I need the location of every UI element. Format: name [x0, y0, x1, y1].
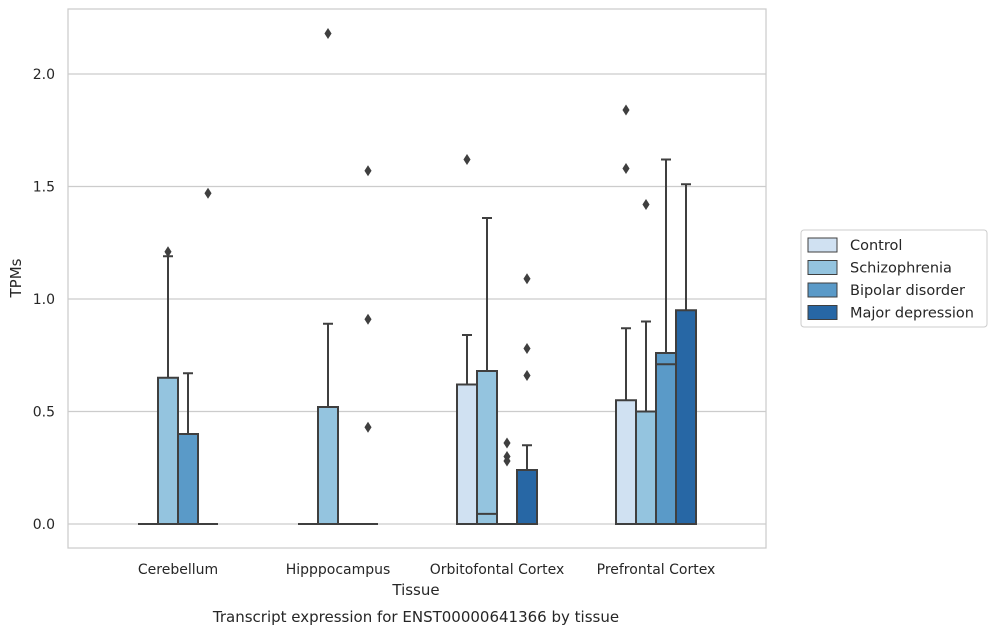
y-tick-label: 2.0	[33, 67, 55, 83]
outlier-point	[523, 273, 531, 285]
outlier-point	[324, 27, 332, 40]
legend-label: Schizophrenia	[850, 261, 952, 277]
box-group	[675, 183, 697, 525]
box	[675, 309, 697, 525]
box-group	[615, 104, 637, 525]
x-axis-label: Tissue	[391, 581, 439, 599]
legend-frame	[800, 229, 988, 328]
box	[476, 370, 498, 525]
x-tick-label: Cerebellum	[138, 562, 218, 578]
y-axis-label: TPMs	[7, 258, 25, 298]
box	[456, 383, 478, 525]
legend-label: Control	[850, 238, 902, 254]
data-layer	[138, 27, 697, 525]
y-tick-labels: 0.0 0.5 1.0 1.5 2.0	[33, 67, 55, 533]
box	[635, 410, 657, 525]
outlier-point	[523, 342, 531, 355]
outlier-point	[164, 246, 172, 258]
y-tick-label: 0.5	[33, 405, 55, 421]
outlier-point	[364, 421, 372, 433]
box	[177, 433, 199, 525]
outlier-point	[204, 187, 212, 199]
legend-swatch	[807, 260, 838, 275]
legend-label: Bipolar disorder	[850, 283, 965, 299]
outlier-point	[622, 162, 630, 175]
legend-swatch	[807, 237, 838, 253]
legend: Control Schizophrenia Bipolar disorder Majo…	[800, 229, 988, 328]
x-tick-label: Hipppocampus	[286, 562, 391, 578]
outlier-point	[642, 198, 650, 211]
box-group	[456, 153, 478, 525]
x-tick-label: Prefrontal Cortex	[597, 562, 716, 578]
box-group	[655, 158, 677, 525]
box	[157, 376, 179, 525]
x-tick-label: Orbitofontal Cortex	[430, 562, 565, 578]
legend-items: Control Schizophrenia Bipolar disorder Majo…	[807, 237, 974, 322]
box-group	[317, 27, 339, 525]
y-tick-label: 1.5	[33, 180, 55, 196]
y-tick-label: 1.0	[33, 292, 55, 308]
chart-title: Transcript expression for ENST0000064136…	[212, 608, 619, 626]
box	[317, 406, 339, 525]
outlier-point	[503, 437, 511, 449]
box-group	[516, 273, 538, 525]
box-group	[476, 217, 498, 525]
outlier-point	[503, 455, 511, 467]
outlier-point	[364, 165, 372, 177]
outlier-point	[364, 313, 372, 325]
box	[615, 399, 637, 525]
box-group	[198, 187, 218, 525]
legend-swatch	[807, 305, 838, 320]
box	[516, 469, 538, 525]
legend-label: Major depression	[850, 306, 974, 322]
plot-area-frame	[67, 8, 767, 549]
box-group	[497, 437, 517, 525]
outlier-point	[463, 153, 471, 166]
box-group	[177, 372, 199, 525]
legend-swatch	[807, 282, 838, 298]
box-group	[635, 198, 657, 525]
outlier-point	[622, 104, 630, 116]
box	[655, 352, 677, 525]
box-group	[157, 246, 179, 525]
outlier-point	[523, 369, 531, 382]
box-group	[358, 165, 378, 525]
y-tick-label: 0.0	[33, 517, 55, 533]
x-tick-labels: Cerebellum Hipppocampus Orbitofontal Corte…	[138, 562, 715, 578]
